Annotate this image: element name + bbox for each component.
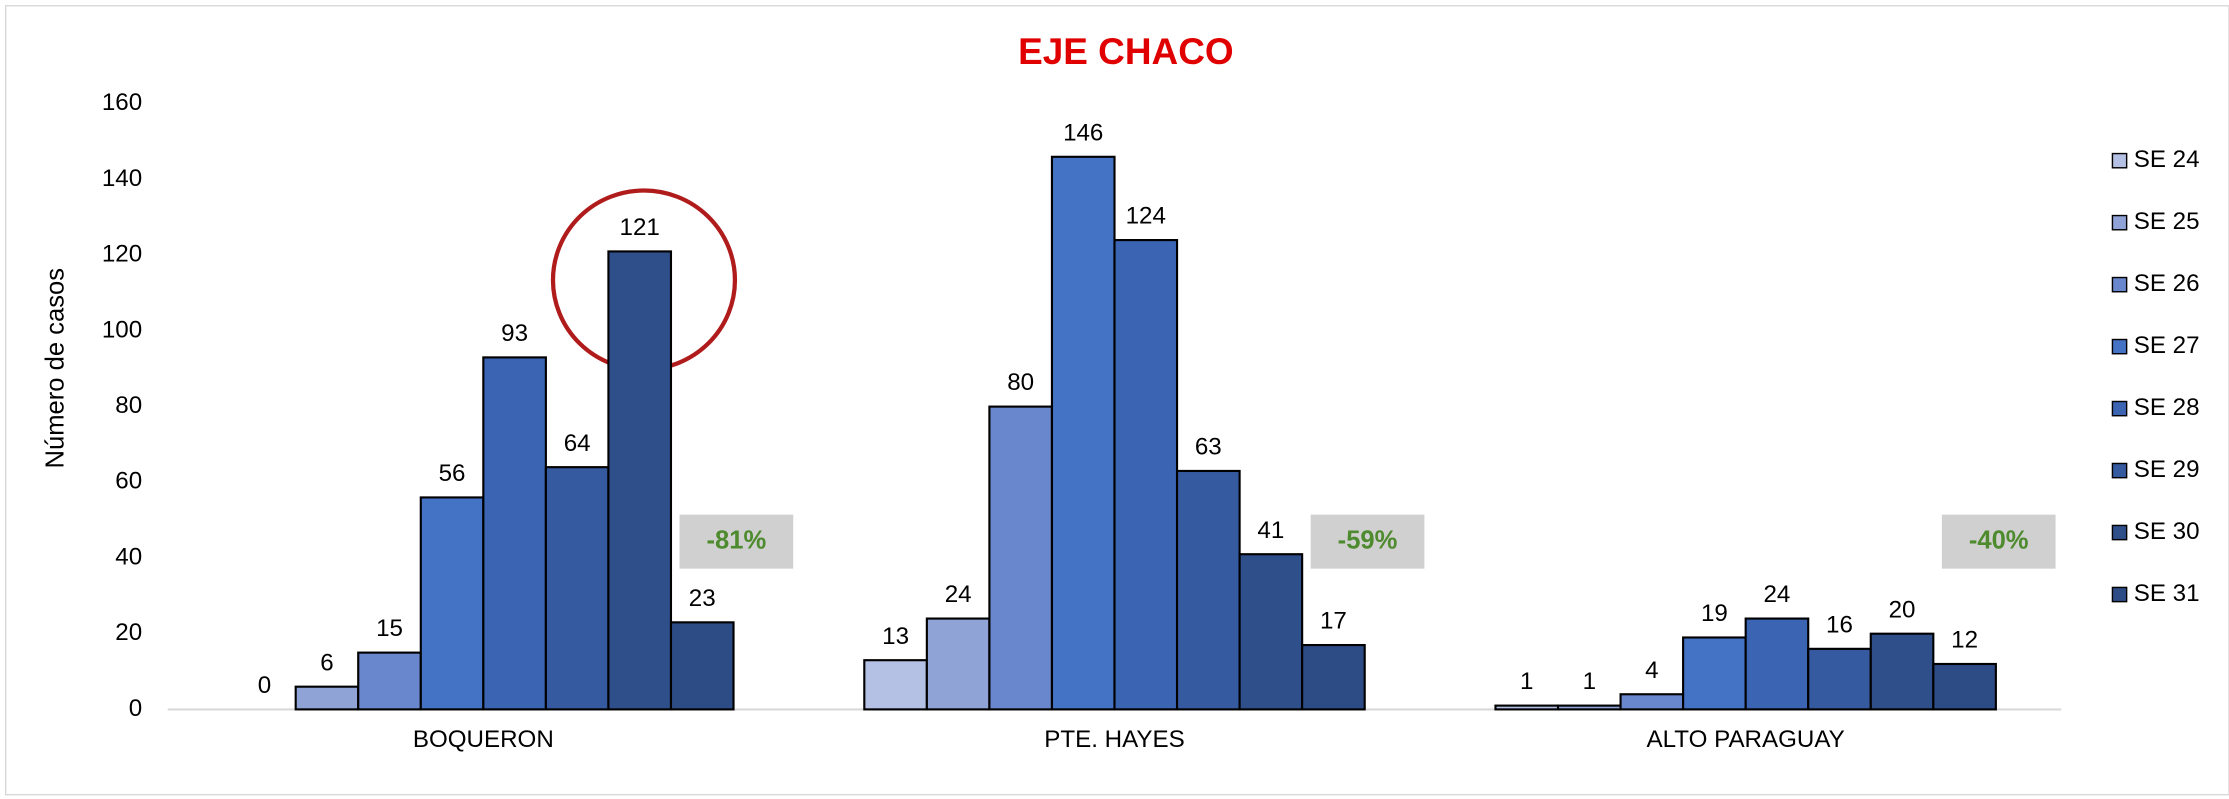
bar (419, 496, 485, 711)
bar (1932, 662, 1997, 711)
y-tick-label: 140 (102, 165, 142, 192)
data-label: 0 (258, 672, 271, 699)
data-label: 1 (1520, 668, 1533, 695)
data-label: 20 (1889, 596, 1916, 623)
legend-label: SE 25 (2134, 208, 2200, 235)
bar (357, 651, 422, 711)
bar (925, 617, 991, 711)
legend-label: SE 28 (2134, 394, 2200, 421)
bar (1301, 643, 1366, 711)
bar (1556, 704, 1622, 711)
annotation-box (1310, 514, 1425, 569)
data-label: 1 (1583, 668, 1596, 695)
y-tick-label: 100 (102, 316, 142, 343)
bar (1113, 239, 1179, 711)
legend-label: SE 30 (2134, 518, 2200, 545)
legend-swatch (2111, 338, 2128, 355)
legend-swatch (2111, 276, 2128, 293)
bar (294, 685, 360, 711)
legend-label: SE 31 (2134, 580, 2200, 607)
legend-label: SE 27 (2134, 332, 2200, 359)
legend-swatch (2111, 214, 2128, 231)
legend-swatch (2111, 400, 2128, 417)
y-tick-label: 80 (115, 392, 142, 419)
y-tick-label: 160 (102, 89, 142, 116)
bar (1175, 469, 1241, 711)
bar (607, 250, 673, 711)
data-label: 80 (1007, 369, 1034, 396)
y-tick-label: 0 (129, 695, 142, 722)
y-tick-label: 40 (115, 543, 142, 570)
legend-label: SE 29 (2134, 456, 2200, 483)
data-label: 41 (1257, 517, 1284, 544)
data-label: 24 (1764, 581, 1791, 608)
y-tick-label: 20 (115, 619, 142, 646)
data-label: 19 (1701, 600, 1728, 627)
chart-title: EJE CHACO (1018, 31, 1234, 72)
bar (1682, 636, 1747, 711)
data-label: 93 (501, 320, 528, 347)
bar (1619, 693, 1685, 711)
legend-swatch (2111, 152, 2128, 169)
x-tick-label: PTE. HAYES (1044, 726, 1185, 753)
bar (1494, 704, 1560, 711)
annotation: -81% (707, 526, 767, 554)
data-label: 4 (1645, 657, 1658, 684)
data-label: 17 (1320, 608, 1347, 635)
data-label: 13 (882, 623, 909, 650)
bar (863, 659, 928, 711)
annotation: -59% (1338, 526, 1398, 554)
data-label: 24 (945, 581, 972, 608)
bar (1238, 553, 1304, 711)
data-label: 63 (1195, 434, 1222, 461)
y-axis-label: Número de casos (42, 268, 70, 468)
bar (1869, 632, 1935, 711)
data-label: 6 (320, 649, 333, 676)
data-label: 23 (689, 585, 716, 612)
bar (1807, 647, 1872, 711)
bar (544, 466, 610, 711)
data-label: 146 (1063, 119, 1103, 146)
x-tick-label: BOQUERON (413, 726, 554, 753)
bar (482, 356, 547, 711)
bar (988, 405, 1054, 711)
data-label: 56 (439, 460, 466, 487)
annotation-box (1941, 514, 2056, 569)
y-tick-label: 60 (115, 468, 142, 495)
data-label: 121 (620, 214, 660, 241)
annotation: -40% (1969, 526, 2029, 554)
bar (1050, 155, 1116, 711)
bar (669, 621, 735, 711)
annotation-box (679, 514, 794, 569)
legend-label: SE 24 (2134, 146, 2200, 173)
legend-label: SE 26 (2134, 270, 2200, 297)
data-label: 64 (564, 430, 591, 457)
y-tick-label: 120 (102, 241, 142, 268)
data-label: 16 (1826, 611, 1853, 638)
legend-swatch (2111, 524, 2128, 541)
x-tick-label: ALTO PARAGUAY (1647, 726, 1845, 753)
bar (1744, 617, 1810, 711)
data-label: 12 (1951, 627, 1978, 654)
data-label: 15 (376, 615, 403, 642)
legend-swatch (2111, 586, 2128, 603)
data-label: 124 (1126, 203, 1166, 230)
legend-swatch (2111, 462, 2128, 479)
